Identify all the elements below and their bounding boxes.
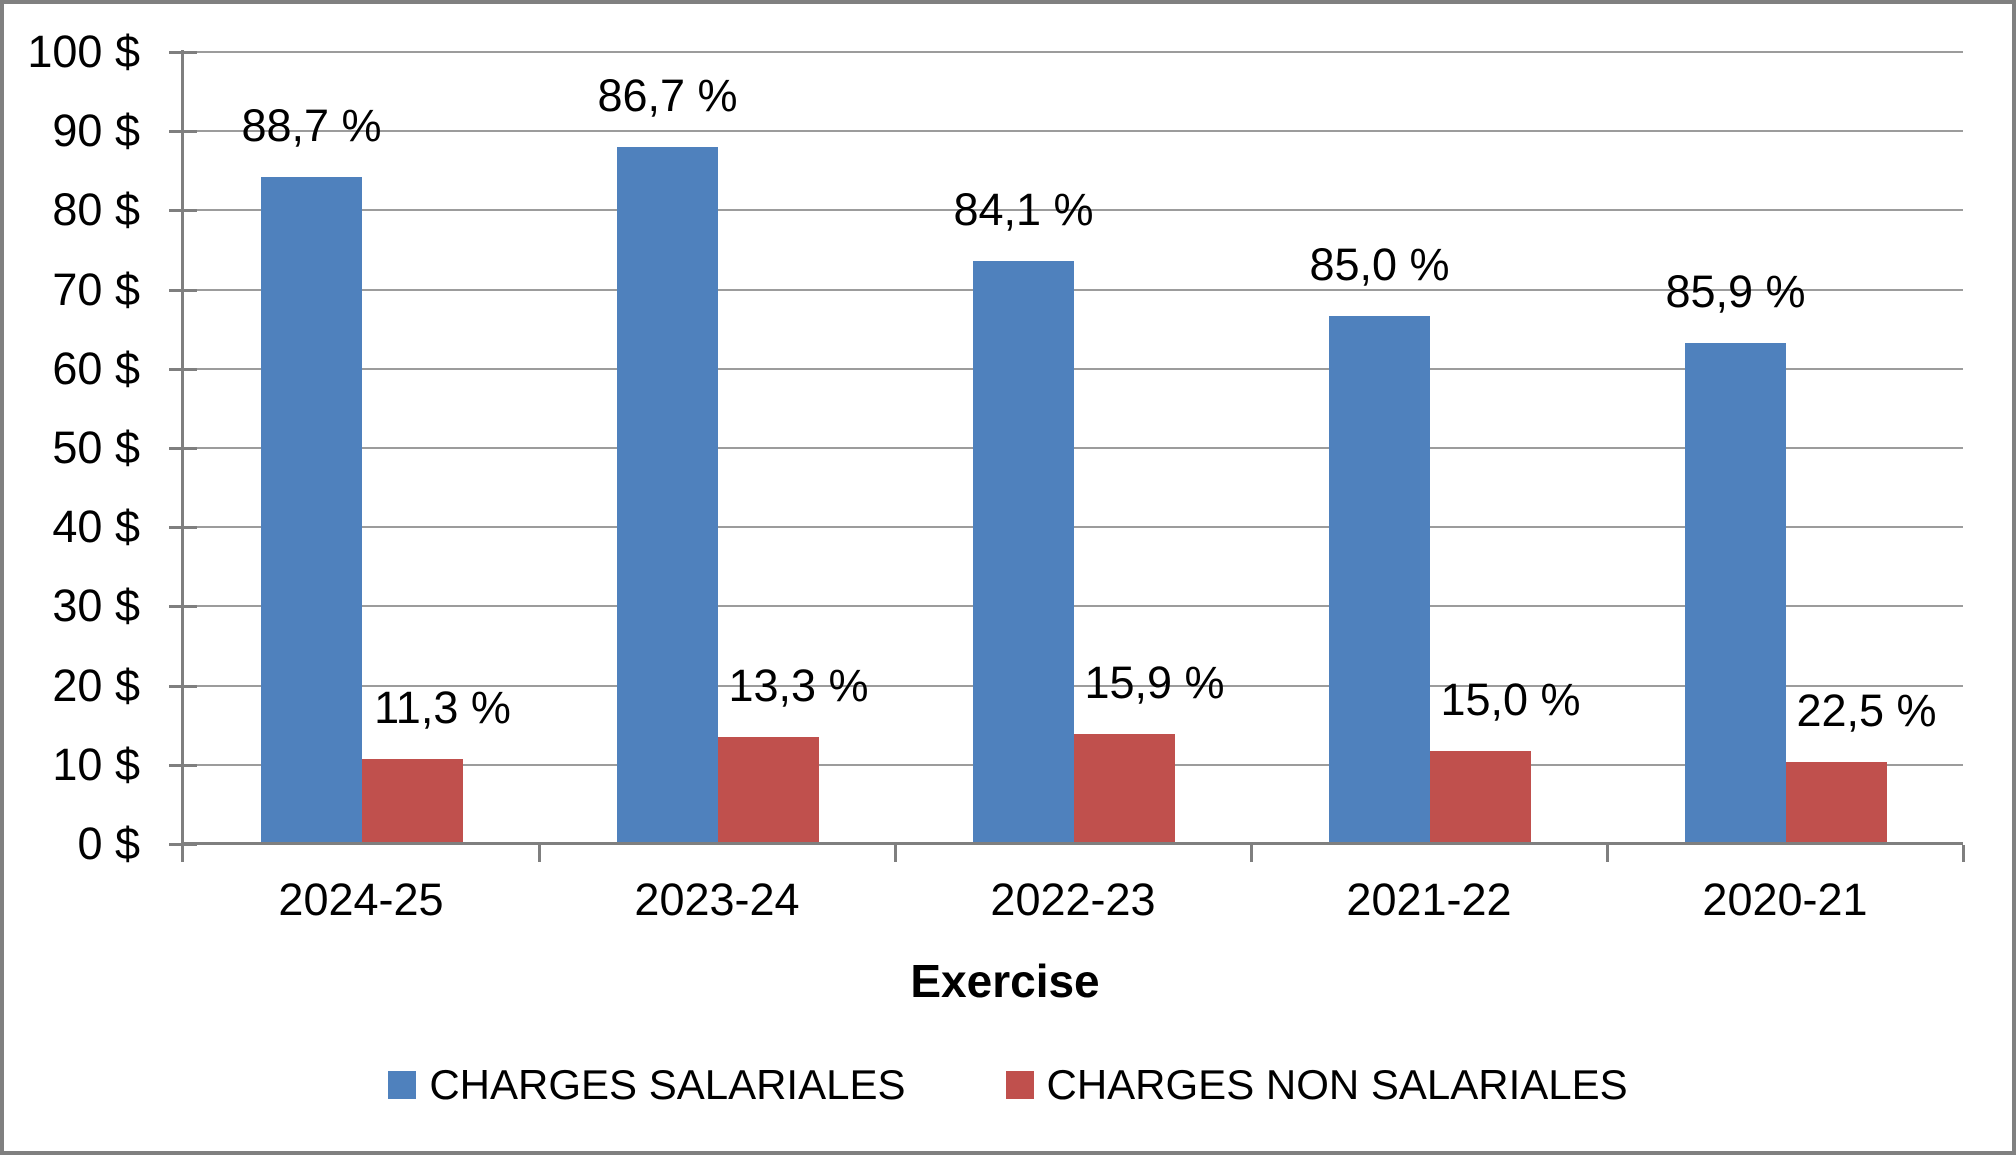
- x-category-label: 2023-24: [634, 874, 800, 925]
- y-tick: [169, 288, 197, 292]
- y-tick: [169, 605, 197, 609]
- y-tick-label: 0 $: [77, 818, 140, 869]
- x-category-label: 2020-21: [1702, 874, 1868, 925]
- data-label: 13,3 %: [728, 660, 869, 711]
- y-tick-label: 70 $: [52, 263, 140, 315]
- plot-area: 88,7 % 11,3 % 86,7 % 13,3 % 84,1 % 15,9 % 85,0…: [169, 50, 1965, 862]
- bar-non-salariales-2023-24: [718, 737, 819, 844]
- data-label: 15,9 %: [1084, 657, 1225, 708]
- y-tick: [169, 447, 197, 450]
- legend-item: CHARGES SALARIALES: [388, 1061, 906, 1108]
- x-axis-title: Exercise: [910, 955, 1100, 1007]
- bar-salariales-2020-21: [1685, 343, 1786, 844]
- y-tick: [169, 367, 197, 371]
- x-axis-line: [183, 842, 1963, 845]
- y-tick-label: 10 $: [52, 738, 140, 790]
- x-tick: [1250, 845, 1253, 862]
- data-label: 22,5 %: [1796, 685, 1937, 736]
- x-category-label: 2021-22: [1346, 874, 1512, 925]
- x-tick: [538, 845, 541, 862]
- y-tick-label: 60 $: [52, 342, 140, 394]
- bar-non-salariales-2020-21: [1786, 762, 1887, 844]
- bar-salariales-2024-25: [261, 177, 362, 844]
- legend: CHARGES SALARIALES CHARGES NON SALARIALES: [0, 1062, 2016, 1108]
- y-tick: [169, 209, 197, 213]
- x-tick: [894, 845, 897, 862]
- bar-salariales-2021-22: [1329, 316, 1430, 844]
- y-tick: [169, 130, 197, 134]
- y-tick-label: 80 $: [52, 184, 140, 236]
- bar-non-salariales-2022-23: [1074, 734, 1175, 844]
- data-label: 84,1 %: [953, 184, 1094, 235]
- y-axis-labels: 0 $ 10 $ 20 $ 30 $ 40 $ 50 $ 60 $ 70 $ 80 $ 90 $ 1…: [27, 29, 140, 867]
- gridline: [183, 209, 1963, 212]
- data-label: 85,9 %: [1665, 266, 1806, 317]
- data-label: 11,3 %: [374, 682, 511, 733]
- y-tick: [169, 763, 197, 767]
- y-tick-label: 50 $: [52, 422, 140, 473]
- data-label: 85,0 %: [1309, 239, 1450, 290]
- gridline: [183, 130, 1963, 133]
- bar-non-salariales-2021-22: [1430, 751, 1531, 844]
- bar-salariales-2022-23: [973, 261, 1074, 844]
- y-axis-line: [181, 50, 184, 862]
- bar-salariales-2023-24: [617, 147, 718, 844]
- data-label: 86,7 %: [597, 70, 738, 121]
- x-category-label: 2022-23: [990, 874, 1156, 925]
- y-tick: [169, 843, 197, 846]
- legend-item: CHARGES NON SALARIALES: [1005, 1061, 1628, 1108]
- gridline: [183, 51, 1963, 53]
- y-tick-label: 90 $: [52, 105, 140, 157]
- legend-label: CHARGES NON SALARIALES: [1046, 1061, 1628, 1108]
- x-category-label: 2024-25: [278, 874, 444, 925]
- y-tick-label: 40 $: [52, 501, 140, 553]
- legend-swatch-icon: [388, 1071, 417, 1099]
- x-tick: [1606, 845, 1609, 862]
- legend-label: CHARGES SALARIALES: [429, 1061, 906, 1108]
- legend-swatch-icon: [1005, 1071, 1034, 1099]
- y-tick-label: 100 $: [27, 26, 140, 77]
- data-label: 15,0 %: [1440, 674, 1581, 725]
- y-tick: [169, 684, 197, 688]
- x-tick: [1962, 845, 1965, 862]
- y-tick-label: 30 $: [52, 580, 140, 632]
- y-tick: [169, 526, 197, 530]
- y-tick-label: 20 $: [52, 659, 140, 711]
- y-tick: [169, 51, 197, 54]
- data-label: 88,7 %: [241, 100, 382, 151]
- bar-non-salariales-2024-25: [362, 759, 463, 844]
